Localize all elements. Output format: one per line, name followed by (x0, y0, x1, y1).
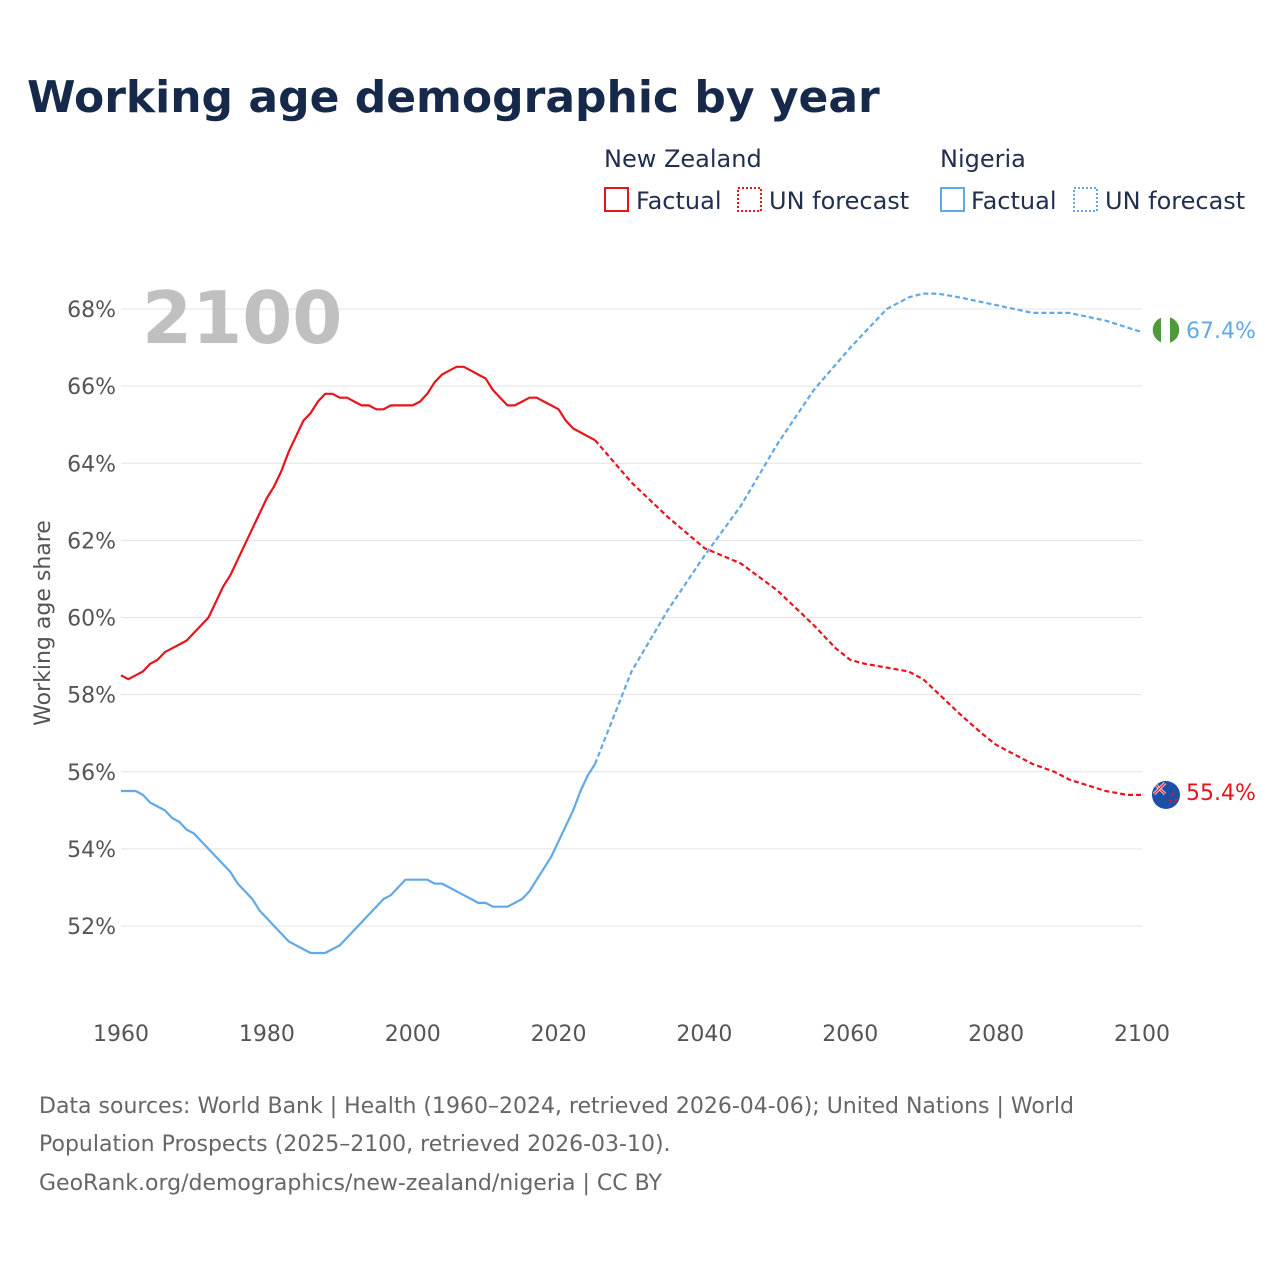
legend-swatch-ng-factual[interactable] (940, 187, 965, 212)
source-line-2: Population Prospects (2025–2100, retriev… (39, 1132, 671, 1157)
y-tick-label: 60% (67, 607, 116, 632)
nigeria-factual-line[interactable] (121, 763, 596, 955)
legend-swatch-nz-factual[interactable] (604, 187, 629, 212)
x-tick-label: 2020 (531, 1022, 587, 1047)
year-overlay: 2100 (142, 276, 342, 360)
new-zealand-factual-line[interactable] (120, 365, 596, 681)
nigeria-forecast-line[interactable] (593, 292, 1143, 765)
source-link[interactable]: GeoRank.org/demographics/new-zealand/nig… (39, 1171, 662, 1196)
x-tick-label: 2060 (822, 1022, 878, 1047)
new-zealand-forecast-line[interactable] (594, 439, 1142, 796)
new-zealand-end-marker[interactable] (1152, 781, 1180, 809)
legend-swatch-nz-forecast[interactable] (737, 187, 762, 212)
nigeria-end-marker[interactable] (1151, 315, 1181, 345)
x-tick-label: 2000 (385, 1022, 441, 1047)
legend-group-new-zealand: New Zealand (604, 145, 762, 173)
y-tick-label: 54% (67, 838, 116, 863)
legend-label-nz-factual[interactable]: Factual (636, 187, 722, 215)
gridlines (121, 308, 1142, 927)
series-lines (120, 292, 1143, 955)
legend-label-ng-factual[interactable]: Factual (971, 187, 1057, 215)
nigeria-end-value: 67.4% (1186, 319, 1256, 344)
legend-group-nigeria: Nigeria (940, 145, 1026, 173)
y-tick-label: 58% (67, 684, 116, 709)
y-axis-ticks: 52% 54% 56% 58% 60% 62% 64% 66% 68% (67, 298, 116, 940)
chart-title: Working age demographic by year (27, 72, 880, 123)
legend-swatch-ng-forecast[interactable] (1073, 187, 1098, 212)
y-tick-label: 62% (67, 529, 116, 554)
y-tick-label: 64% (67, 452, 116, 477)
y-tick-label: 66% (67, 375, 116, 400)
nigeria-flag-icon (1152, 316, 1180, 344)
new-zealand-end-value: 55.4% (1186, 781, 1256, 806)
y-tick-label: 56% (67, 761, 116, 786)
y-tick-label: 52% (67, 915, 116, 940)
y-tick-label: 68% (67, 298, 116, 323)
x-tick-label: 2100 (1114, 1022, 1170, 1047)
x-tick-label: 1960 (93, 1022, 149, 1047)
new-zealand-flag-icon (1152, 781, 1180, 809)
x-tick-label: 1980 (239, 1022, 295, 1047)
y-axis-title: Working age share (31, 520, 56, 726)
legend-label-ng-forecast[interactable]: UN forecast (1105, 187, 1245, 215)
x-tick-label: 2040 (676, 1022, 732, 1047)
source-line-1: Data sources: World Bank | Health (1960–… (39, 1094, 1074, 1119)
x-axis-ticks: 1960 1980 2000 2020 2040 2060 2080 2100 (93, 1022, 1170, 1047)
legend-label-nz-forecast[interactable]: UN forecast (769, 187, 909, 215)
x-tick-label: 2080 (968, 1022, 1024, 1047)
legend: New Zealand Factual UN forecast Nigeria … (604, 145, 1245, 215)
